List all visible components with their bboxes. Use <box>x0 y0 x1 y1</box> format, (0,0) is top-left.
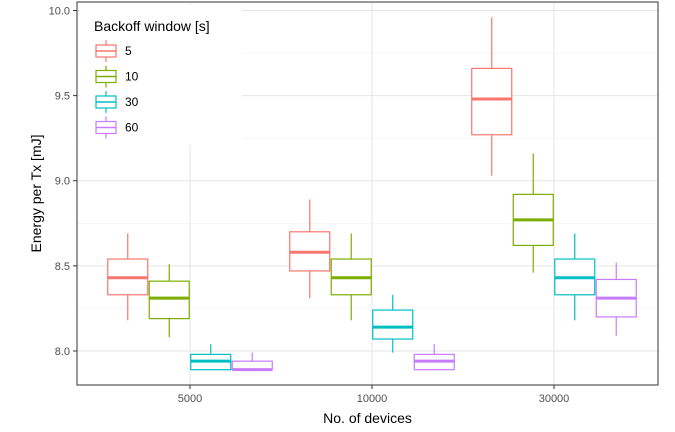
box-60-30000 <box>595 262 637 336</box>
y-tick-label: 10.0 <box>49 6 70 18</box>
box-10-30000 <box>512 153 554 273</box>
legend-key-10 <box>95 65 117 88</box>
legend-key-30 <box>95 91 117 113</box>
legend-label: 10 <box>125 70 139 84</box>
x-tick-label: 5000 <box>178 393 202 405</box>
legend-title: Backoff window [s] <box>94 18 210 34</box>
legend-key-60 <box>95 116 117 139</box>
panel-border <box>76 1 659 386</box>
y-tick-label: 9.5 <box>55 91 70 103</box>
box-body <box>148 280 190 320</box>
box-30-10000 <box>372 294 414 353</box>
legend-label: 60 <box>125 121 139 135</box>
legend-label: 5 <box>125 44 132 58</box>
box-body <box>372 309 414 340</box>
y-tick-label: 9.0 <box>55 176 70 188</box>
legend: Backoff window [s] 5 10 30 60 <box>80 5 242 145</box>
x-axis-title: No. of devices <box>323 410 412 426</box>
axes: 8.0 8.5 9.0 9.5 10.0 5000 10000 30000 <box>49 6 570 405</box>
box-5-30000 <box>471 17 513 176</box>
box-10-5000 <box>148 264 190 338</box>
boxes <box>107 17 637 372</box>
x-tick-label: 30000 <box>539 393 570 405</box>
y-tick-label: 8.0 <box>55 346 70 358</box>
legend-label: 30 <box>125 95 139 109</box>
y-tick-label: 8.5 <box>55 261 70 273</box>
box-5-5000 <box>107 233 149 321</box>
box-body <box>471 67 513 136</box>
box-60-10000 <box>413 344 455 371</box>
box-30-30000 <box>554 233 596 321</box>
box-60-5000 <box>231 352 273 372</box>
box-30-5000 <box>190 344 232 371</box>
y-axis-title: Energy per Tx [mJ] <box>28 134 44 252</box>
x-tick-label: 10000 <box>357 393 388 405</box>
box-10-10000 <box>330 233 372 321</box>
legend-key-5 <box>95 40 117 62</box>
box-5-10000 <box>289 199 331 299</box>
